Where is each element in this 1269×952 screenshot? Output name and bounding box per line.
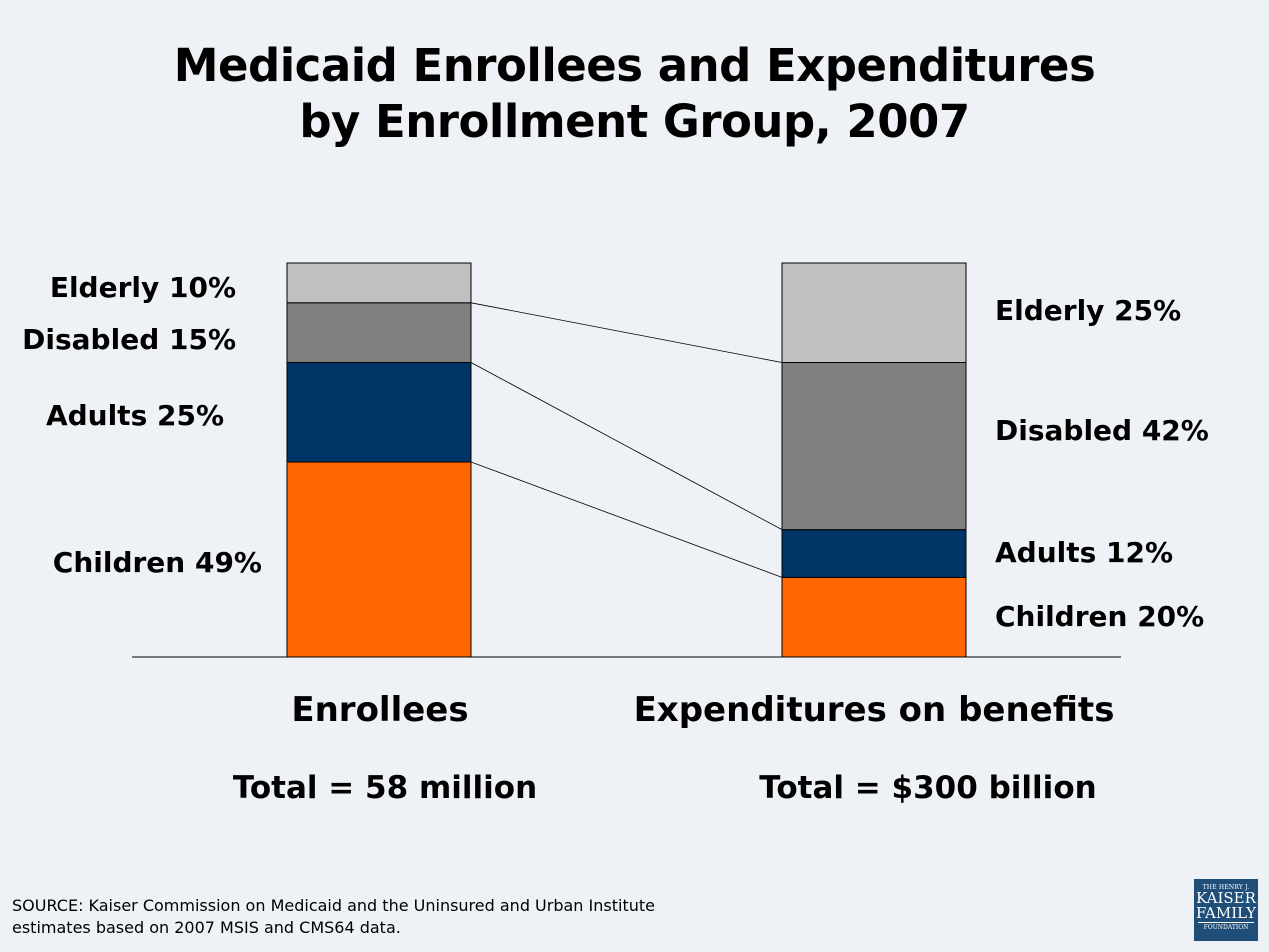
bar-segment-elderly-expenditures	[781, 262, 967, 363]
category-label-expenditures: Expenditures on benefits	[633, 690, 1115, 730]
bar-segment-disabled-expenditures	[781, 361, 967, 531]
bar-segment-children-enrollees	[286, 461, 472, 658]
data-label-adults-expenditures: Adults 12%	[995, 536, 1173, 569]
kaiser-family-foundation-logo: THE HENRY J. KAISER FAMILY FOUNDATION	[1194, 879, 1258, 941]
logo-line-1: THE HENRY J.	[1202, 884, 1250, 891]
data-label-children-enrollees: Children 49%	[53, 546, 262, 579]
connector-line-children	[470, 461, 783, 578]
bar-segment-disabled-enrollees	[286, 302, 472, 363]
connector-line-disabled	[470, 302, 783, 363]
source-note: SOURCE: Kaiser Commission on Medicaid an…	[12, 895, 655, 939]
title-line-1: Medicaid Enrollees and Expenditures	[173, 39, 1096, 92]
source-line-2: estimates based on 2007 MSIS and CMS64 d…	[12, 918, 401, 937]
data-label-elderly-expenditures: Elderly 25%	[995, 294, 1181, 327]
logo-line-2: KAISER	[1196, 889, 1256, 907]
data-label-disabled-expenditures: Disabled 42%	[995, 414, 1209, 447]
data-label-children-expenditures: Children 20%	[995, 600, 1204, 633]
bar-segment-elderly-enrollees	[286, 262, 472, 304]
data-label-adults-enrollees: Adults 25%	[46, 399, 224, 432]
chart-title: Medicaid Enrollees and Expenditures by E…	[0, 38, 1269, 150]
connector-line-adults	[470, 362, 783, 530]
title-line-2: by Enrollment Group, 2007	[299, 95, 970, 148]
data-label-disabled-enrollees: Disabled 15%	[22, 323, 236, 356]
bar-segment-children-expenditures	[781, 576, 967, 658]
data-label-elderly-enrollees: Elderly 10%	[50, 271, 236, 304]
bar-segment-adults-enrollees	[286, 361, 472, 463]
source-line-1: SOURCE: Kaiser Commission on Medicaid an…	[12, 896, 655, 915]
logo-line-3: FAMILY	[1195, 904, 1257, 922]
total-expenditures: Total = $300 billion	[759, 770, 1097, 806]
category-label-enrollees: Enrollees	[291, 690, 469, 730]
bar-segment-adults-expenditures	[781, 529, 967, 578]
total-enrollees: Total = 58 million	[232, 770, 538, 806]
logo-line-4: FOUNDATION	[1198, 922, 1254, 931]
